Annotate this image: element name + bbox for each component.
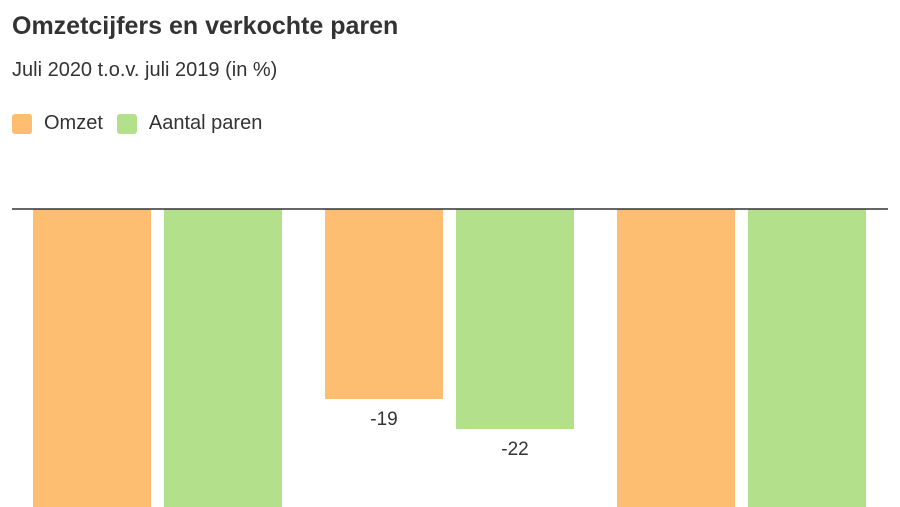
bar-aantal-paren-1 — [164, 209, 282, 507]
chart-title: Omzetcijfers en verkochte paren — [12, 12, 399, 40]
legend: Omzet Aantal paren — [12, 112, 276, 135]
legend-item-omzet: Omzet — [12, 112, 103, 135]
bar-aantal-paren-3 — [748, 209, 866, 507]
data-label-omzet-2: -19 — [370, 409, 397, 430]
legend-swatch-aantal-paren — [116, 113, 137, 134]
bar-aantal-paren-2 — [456, 209, 574, 429]
chart-subtitle: Juli 2020 t.o.v. juli 2019 (in %) — [12, 59, 278, 81]
legend-label-omzet: Omzet — [44, 112, 103, 134]
bar-omzet-2 — [325, 209, 443, 399]
bar-omzet-1 — [33, 209, 151, 507]
data-label-aantal-paren-2: -22 — [501, 439, 528, 460]
legend-swatch-omzet — [12, 113, 32, 134]
bar-omzet-3 — [617, 209, 735, 507]
legend-label-aantal-paren: Aantal paren — [148, 112, 263, 134]
legend-item-aantal-paren: Aantal paren — [116, 112, 263, 135]
